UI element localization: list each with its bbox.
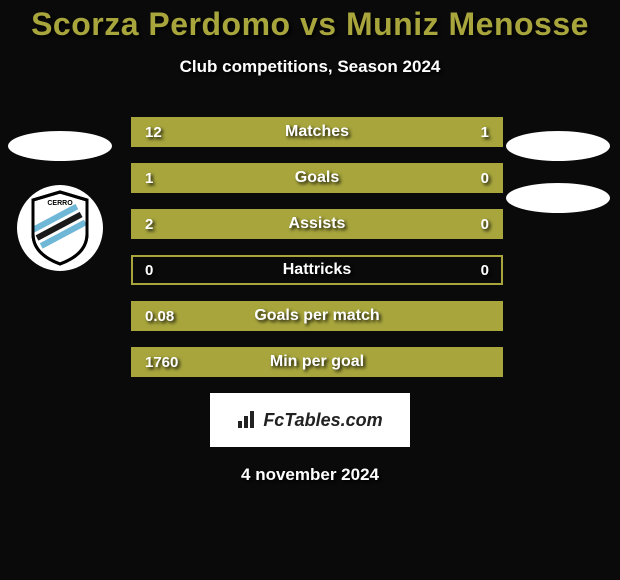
player-right-placeholder-2 xyxy=(506,183,610,213)
bar-row: 0.08Goals per match xyxy=(131,301,503,331)
bar-row: 1760Min per goal xyxy=(131,347,503,377)
bar-value-right: 0 xyxy=(481,170,489,187)
date-line: 4 november 2024 xyxy=(0,465,620,485)
bar-label: Hattricks xyxy=(133,261,501,279)
bar-label: Min per goal xyxy=(133,353,501,371)
footer-brand-box: FcTables.com xyxy=(210,393,410,447)
shield-icon: CERRO xyxy=(29,190,91,266)
bar-label: Goals xyxy=(133,169,501,187)
page-title: Scorza Perdomo vs Muniz Menosse xyxy=(0,0,620,43)
bar-row: 0Hattricks0 xyxy=(131,255,503,285)
comparison-chart: CERRO 12Matches11Goals02Assists00Hattric… xyxy=(0,117,620,377)
subtitle: Club competitions, Season 2024 xyxy=(0,57,620,77)
bar-row: 2Assists0 xyxy=(131,209,503,239)
player-right-placeholder xyxy=(506,131,610,161)
footer-brand-text: FcTables.com xyxy=(263,410,382,431)
logo-text: CERRO xyxy=(47,200,73,207)
bar-value-right: 0 xyxy=(481,216,489,233)
bar-value-right: 1 xyxy=(481,124,489,141)
bars-container: 12Matches11Goals02Assists00Hattricks00.0… xyxy=(131,117,503,377)
club-logo: CERRO xyxy=(17,185,103,271)
bar-label: Goals per match xyxy=(133,307,501,325)
bar-value-right: 0 xyxy=(481,262,489,279)
footer-brand: FcTables.com xyxy=(237,410,382,431)
bars-icon xyxy=(237,411,259,429)
bar-row: 1Goals0 xyxy=(131,163,503,193)
bar-label: Matches xyxy=(133,123,501,141)
bar-label: Assists xyxy=(133,215,501,233)
player-left-placeholder xyxy=(8,131,112,161)
bar-row: 12Matches1 xyxy=(131,117,503,147)
